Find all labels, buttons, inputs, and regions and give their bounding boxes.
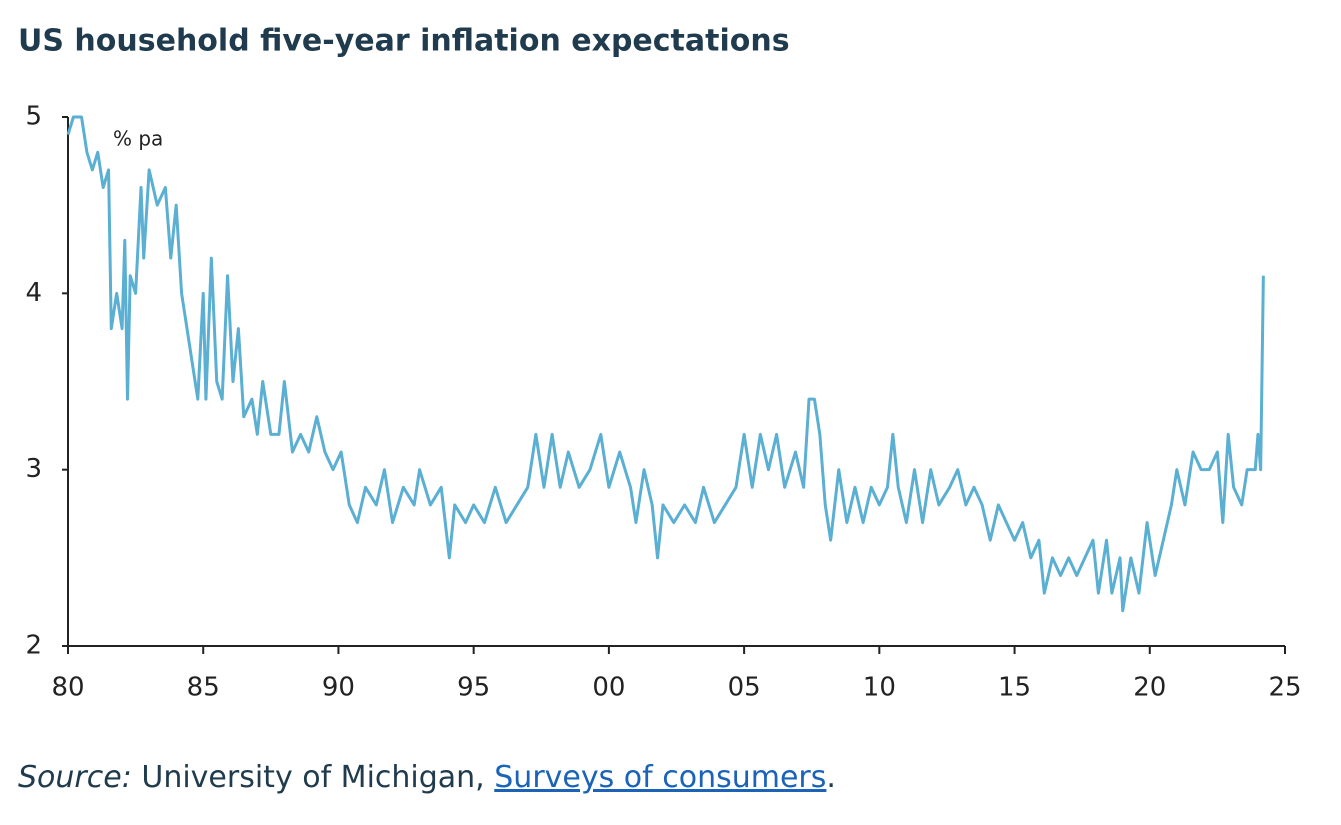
- y-unit: % pa: [113, 127, 163, 151]
- y-tick-label: 3: [25, 454, 42, 484]
- x-tick-label: 10: [863, 673, 896, 703]
- x-tick-label: 20: [1133, 673, 1166, 703]
- source-link[interactable]: Surveys of consumers: [494, 760, 827, 795]
- x-tick-label: 85: [187, 673, 220, 703]
- x-tick-label: 15: [998, 673, 1031, 703]
- source-end: .: [826, 760, 836, 795]
- source-text: University of Michigan,: [141, 760, 485, 795]
- x-tick-label: 05: [728, 673, 761, 703]
- y-tick-label: 4: [25, 278, 42, 308]
- x-tick-label: 95: [457, 673, 490, 703]
- x-tick-label: 00: [592, 673, 625, 703]
- y-tick-label: 2: [25, 631, 42, 661]
- x-tick-label: 25: [1268, 673, 1301, 703]
- chart-title: US household five-year inflation expecta…: [18, 24, 790, 59]
- line: [66, 115, 1265, 613]
- chart: US household five-year inflation expecta…: [18, 24, 1302, 703]
- source: Source: University of Michigan, Surveys …: [18, 760, 836, 795]
- x-tick-label: 80: [51, 673, 84, 703]
- y-tick-label: 5: [25, 102, 42, 132]
- x-tick-label: 90: [322, 673, 355, 703]
- source-label: Source:: [18, 760, 132, 795]
